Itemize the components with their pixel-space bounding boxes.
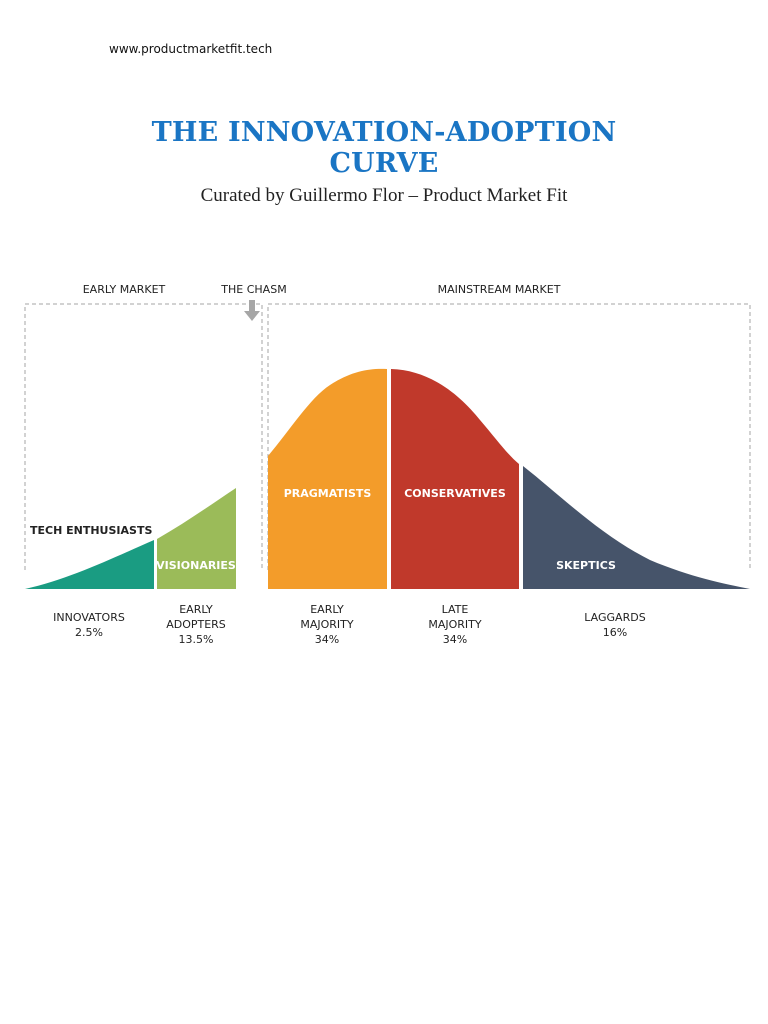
segment-laggards — [523, 466, 750, 589]
persona-skeptics: SKEPTICS — [556, 559, 616, 572]
segment-late-majority — [391, 369, 519, 589]
segment-innovators — [25, 540, 154, 589]
chasm-label: THE CHASM — [221, 283, 287, 296]
category-late-majority-line2: MAJORITY — [428, 618, 482, 631]
category-early-majority: EARLY MAJORITY 34% — [277, 602, 377, 647]
mainstream-market-border — [267, 303, 751, 570]
persona-pragmatists: PRAGMATISTS — [283, 487, 372, 500]
category-early-adopters-line1: EARLY — [179, 603, 213, 616]
segment-early-adopters — [157, 488, 236, 589]
page-title-line-2: CURVE — [329, 148, 439, 179]
category-laggards-share: 16% — [602, 626, 628, 639]
early-market-label: EARLY MARKET — [82, 283, 166, 296]
category-early-majority-line2: MAJORITY — [300, 618, 354, 631]
adoption-curve-diagram: EARLY MARKET THE CHASM MAINSTREAM MARKET… — [0, 270, 768, 670]
persona-visionaries: VISIONARIES — [156, 559, 236, 572]
category-early-majority-line1: EARLY — [310, 603, 344, 616]
page-subtitle: Curated by Guillermo Flor – Product Mark… — [200, 185, 568, 206]
segment-early-majority — [268, 368, 387, 589]
category-laggards-name: LAGGARDS — [584, 611, 646, 624]
early-market-border — [24, 303, 263, 570]
site-url[interactable]: www.productmarketfit.tech — [109, 42, 273, 56]
category-late-majority: LATE MAJORITY 34% — [405, 602, 505, 647]
category-innovators: INNOVATORS 2.5% — [39, 610, 139, 640]
category-early-adopters-share: 13.5% — [178, 633, 214, 646]
category-innovators-name: INNOVATORS — [53, 611, 125, 624]
category-late-majority-share: 34% — [442, 633, 468, 646]
chasm-arrow-icon — [244, 300, 260, 321]
category-laggards: LAGGARDS 16% — [565, 610, 665, 640]
category-early-adopters-line2: ADOPTERS — [166, 618, 226, 631]
adoption-curve-svg — [24, 300, 751, 589]
persona-conservatives: CONSERVATIVES — [404, 487, 506, 500]
tech-enthusiasts-label: TECH ENTHUSIASTS — [30, 524, 153, 537]
category-early-majority-share: 34% — [314, 633, 340, 646]
page-title-line-1: THE INNOVATION-ADOPTION — [151, 117, 617, 148]
category-late-majority-line1: LATE — [441, 603, 469, 616]
category-early-adopters: EARLY ADOPTERS 13.5% — [146, 602, 246, 647]
mainstream-market-label: MAINSTREAM MARKET — [437, 283, 561, 296]
category-innovators-share: 2.5% — [75, 626, 103, 639]
